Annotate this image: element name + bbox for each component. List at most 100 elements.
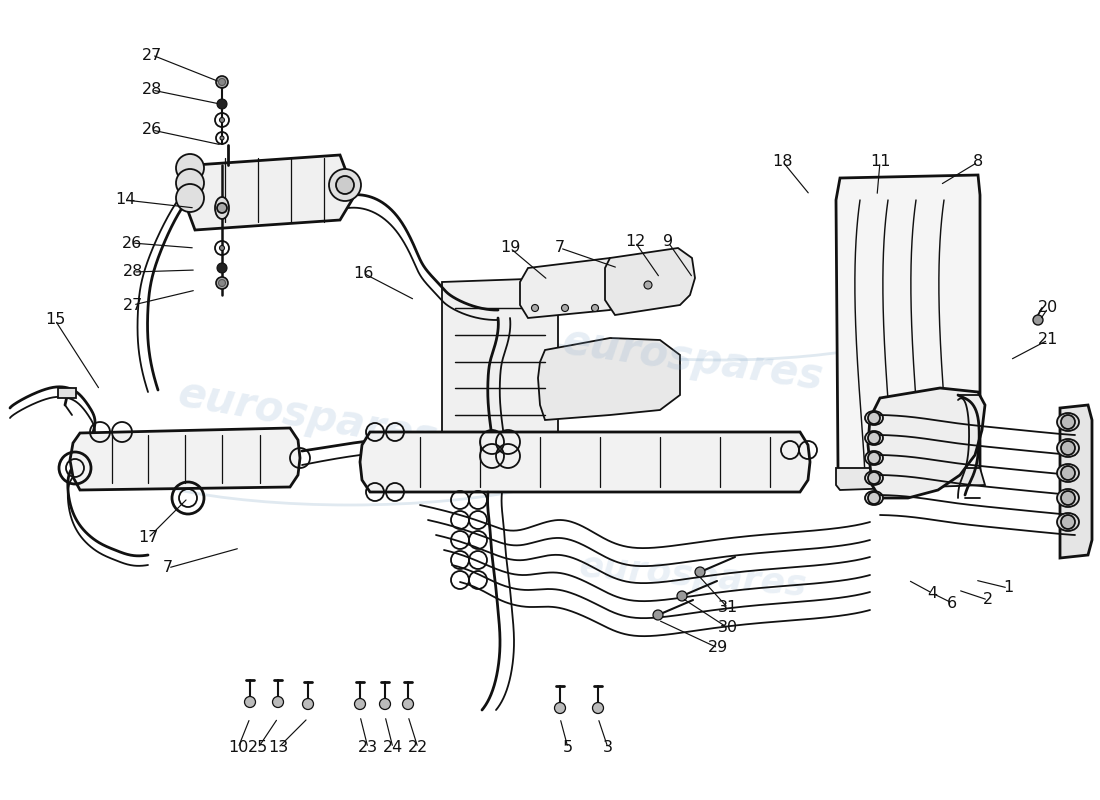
Polygon shape bbox=[538, 338, 680, 420]
Text: 27: 27 bbox=[123, 298, 143, 313]
Circle shape bbox=[176, 169, 204, 197]
Text: 20: 20 bbox=[1038, 301, 1058, 315]
Circle shape bbox=[176, 184, 204, 212]
Circle shape bbox=[403, 698, 414, 710]
Text: 31: 31 bbox=[718, 601, 738, 615]
Polygon shape bbox=[70, 428, 300, 490]
Text: 4: 4 bbox=[927, 586, 937, 601]
Circle shape bbox=[531, 305, 539, 311]
Circle shape bbox=[593, 702, 604, 714]
Text: eurospares: eurospares bbox=[175, 373, 441, 459]
Text: 8: 8 bbox=[972, 154, 983, 170]
Circle shape bbox=[176, 154, 204, 182]
Circle shape bbox=[1062, 491, 1075, 505]
Circle shape bbox=[219, 78, 225, 86]
Circle shape bbox=[336, 176, 354, 194]
Circle shape bbox=[219, 279, 225, 286]
Text: 13: 13 bbox=[268, 741, 288, 755]
FancyBboxPatch shape bbox=[58, 388, 76, 398]
Circle shape bbox=[592, 305, 598, 311]
Circle shape bbox=[676, 591, 688, 601]
Polygon shape bbox=[868, 388, 985, 498]
Circle shape bbox=[220, 136, 224, 140]
Circle shape bbox=[868, 452, 880, 464]
Text: 28: 28 bbox=[142, 82, 162, 98]
Text: 2: 2 bbox=[983, 593, 993, 607]
Ellipse shape bbox=[1057, 439, 1079, 457]
Text: 7: 7 bbox=[554, 241, 565, 255]
Text: 5: 5 bbox=[563, 741, 573, 755]
Polygon shape bbox=[442, 278, 558, 440]
Text: 6: 6 bbox=[947, 595, 957, 610]
Text: 30: 30 bbox=[718, 621, 738, 635]
Text: 7: 7 bbox=[163, 561, 173, 575]
Polygon shape bbox=[1060, 405, 1092, 558]
Polygon shape bbox=[520, 258, 625, 318]
Circle shape bbox=[217, 263, 227, 273]
Circle shape bbox=[220, 118, 224, 122]
Text: 19: 19 bbox=[499, 241, 520, 255]
Circle shape bbox=[561, 305, 569, 311]
Circle shape bbox=[554, 702, 565, 714]
Ellipse shape bbox=[865, 451, 883, 465]
Text: 16: 16 bbox=[353, 266, 373, 281]
Text: 21: 21 bbox=[1037, 333, 1058, 347]
Text: 10: 10 bbox=[228, 741, 249, 755]
Text: 29: 29 bbox=[708, 641, 728, 655]
Text: 12: 12 bbox=[625, 234, 646, 250]
Circle shape bbox=[644, 281, 652, 289]
Text: 18: 18 bbox=[772, 154, 793, 170]
Circle shape bbox=[379, 698, 390, 710]
Text: 9: 9 bbox=[663, 234, 673, 250]
Ellipse shape bbox=[865, 491, 883, 505]
Text: 15: 15 bbox=[45, 313, 65, 327]
Ellipse shape bbox=[865, 431, 883, 445]
Circle shape bbox=[868, 432, 880, 444]
Text: 3: 3 bbox=[603, 741, 613, 755]
Text: 27: 27 bbox=[142, 47, 162, 62]
Circle shape bbox=[1062, 515, 1075, 529]
Circle shape bbox=[653, 610, 663, 620]
Polygon shape bbox=[605, 248, 695, 315]
Ellipse shape bbox=[865, 471, 883, 485]
Ellipse shape bbox=[1057, 464, 1079, 482]
Circle shape bbox=[354, 698, 365, 710]
Polygon shape bbox=[836, 468, 984, 490]
Circle shape bbox=[216, 76, 228, 88]
Text: 11: 11 bbox=[870, 154, 890, 170]
Circle shape bbox=[1062, 441, 1075, 455]
Circle shape bbox=[217, 99, 227, 109]
Circle shape bbox=[329, 169, 361, 201]
Ellipse shape bbox=[1057, 413, 1079, 431]
Circle shape bbox=[220, 246, 224, 250]
Circle shape bbox=[868, 472, 880, 484]
Polygon shape bbox=[182, 155, 355, 230]
Text: 28: 28 bbox=[123, 265, 143, 279]
Circle shape bbox=[1062, 415, 1075, 429]
Text: 22: 22 bbox=[408, 741, 428, 755]
Ellipse shape bbox=[865, 411, 883, 425]
Text: 26: 26 bbox=[122, 235, 142, 250]
Circle shape bbox=[868, 492, 880, 504]
Circle shape bbox=[695, 567, 705, 577]
Ellipse shape bbox=[1057, 489, 1079, 507]
Polygon shape bbox=[836, 175, 980, 488]
Text: eurospares: eurospares bbox=[560, 321, 826, 399]
Text: 26: 26 bbox=[142, 122, 162, 138]
Circle shape bbox=[244, 697, 255, 707]
Circle shape bbox=[217, 203, 227, 213]
Circle shape bbox=[868, 412, 880, 424]
Circle shape bbox=[216, 277, 228, 289]
Text: eurospares: eurospares bbox=[578, 549, 808, 603]
Text: 23: 23 bbox=[358, 741, 378, 755]
Ellipse shape bbox=[1057, 513, 1079, 531]
Circle shape bbox=[273, 697, 284, 707]
Text: 14: 14 bbox=[114, 193, 135, 207]
Text: 24: 24 bbox=[383, 741, 403, 755]
Ellipse shape bbox=[214, 197, 229, 219]
Circle shape bbox=[1033, 315, 1043, 325]
Text: 1: 1 bbox=[1003, 581, 1013, 595]
Circle shape bbox=[302, 698, 313, 710]
Text: 25: 25 bbox=[248, 741, 268, 755]
Polygon shape bbox=[360, 432, 810, 492]
